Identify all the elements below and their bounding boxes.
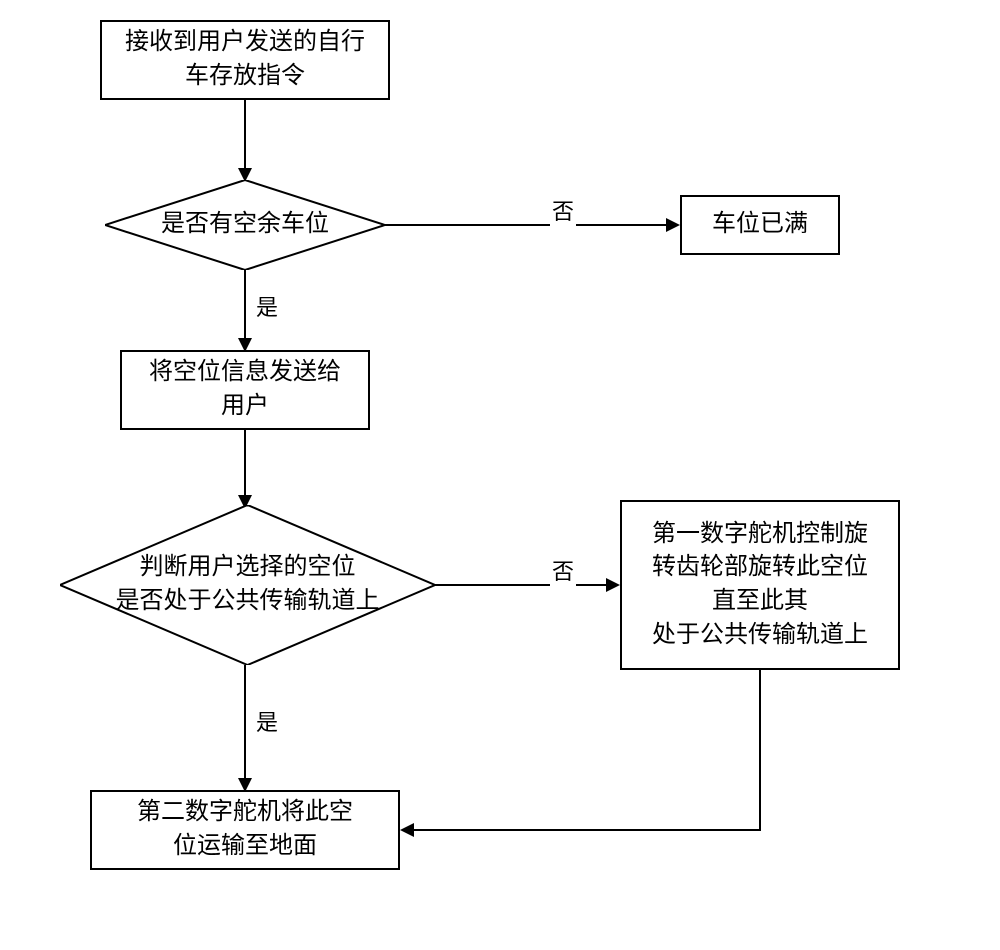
flowchart-node-rotate: 第一数字舵机控制旋转齿轮部旋转此空位直至此其处于公共传输轨道上: [620, 500, 900, 670]
flowchart-node-send-info: 将空位信息发送给用户: [120, 350, 370, 430]
edge: [244, 270, 246, 340]
node-text: 是否有空余车位: [131, 208, 359, 242]
edge-label-yes: 是: [254, 705, 280, 737]
edge: [244, 665, 246, 780]
edge: [244, 100, 246, 170]
edge-label-no: 否: [550, 194, 576, 226]
arrow-head: [666, 218, 680, 232]
node-text: 接收到用户发送的自行车存放指令: [125, 26, 365, 93]
edge: [435, 584, 608, 586]
edge-label-yes: 是: [254, 290, 280, 322]
flowchart-node-start: 接收到用户发送的自行车存放指令: [100, 20, 390, 100]
node-text: 第一数字舵机控制旋转齿轮部旋转此空位直至此其处于公共传输轨道上: [652, 518, 868, 652]
flowchart-node-transport: 第二数字舵机将此空位运输至地面: [90, 790, 400, 870]
edge-label-no: 否: [550, 554, 576, 586]
arrow-head: [400, 823, 414, 837]
flowchart-node-full: 车位已满: [680, 195, 840, 255]
edge: [385, 224, 668, 226]
edge: [414, 829, 761, 831]
node-text: 车位已满: [712, 208, 808, 242]
edge: [244, 430, 246, 498]
flowchart-node-decision-space: 是否有空余车位: [105, 180, 385, 270]
edge: [759, 670, 761, 830]
node-text: 第二数字舵机将此空位运输至地面: [137, 796, 353, 863]
node-text: 将空位信息发送给用户: [149, 356, 341, 423]
arrow-head: [606, 578, 620, 592]
node-text: 判断用户选择的空位是否处于公共传输轨道上: [86, 551, 410, 618]
flowchart-node-decision-track: 判断用户选择的空位是否处于公共传输轨道上: [60, 505, 435, 665]
